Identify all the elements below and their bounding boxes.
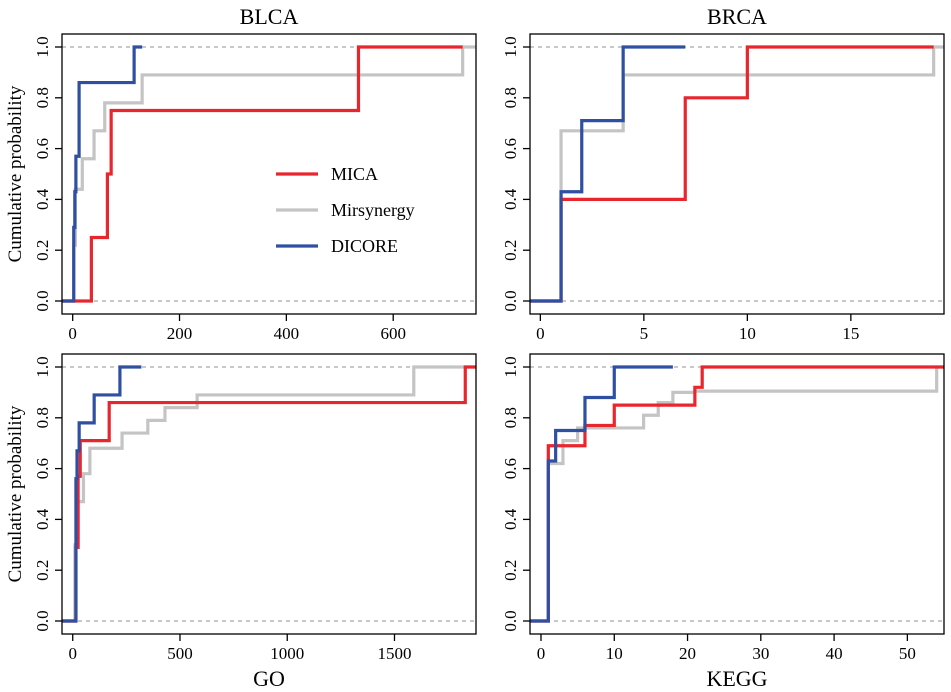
panel-0: 0 200 400 600 0.0 0.2 0.4 0.6 0.8 1.0 BLCA Cumulati… — [5, 4, 477, 343]
y-tick-label: 0.4 — [501, 188, 520, 210]
series-line-dicore — [530, 365, 673, 623]
panel-2: 0 500 1000 1500 0.0 0.2 0.4 0.6 0.8 1.0 GO Cumulati… — [5, 353, 477, 691]
legend-label-dicore: DICORE — [331, 236, 398, 256]
x-tick-label: 0 — [68, 644, 77, 663]
x-tick-label: 5 — [640, 324, 649, 343]
x-tick-label: 0 — [537, 644, 546, 663]
chart-title: BRCA — [707, 4, 767, 29]
y-axis-label: Cumulative probability — [5, 405, 26, 582]
x-tick-label: 10 — [606, 644, 623, 663]
series-line-mirsynergy — [62, 365, 476, 623]
y-tick-label: 1.0 — [33, 36, 52, 57]
series-line-mica — [530, 45, 934, 303]
y-tick-label: 0.8 — [33, 87, 52, 108]
x-tick-label: 600 — [380, 324, 406, 343]
x-tick-label: 50 — [899, 644, 916, 663]
x-tick-label: 15 — [842, 324, 859, 343]
series-line-dicore — [62, 45, 143, 303]
y-tick-label: 0.0 — [501, 290, 520, 311]
y-tick-label: 1.0 — [33, 356, 52, 377]
y-tick-label: 0.2 — [501, 560, 520, 581]
y-tick-label: 0.8 — [33, 407, 52, 428]
plot-frame — [529, 353, 945, 635]
x-tick-label: 200 — [167, 324, 193, 343]
y-tick-label: 0.2 — [501, 240, 520, 261]
x-axis-label: KEGG — [706, 666, 767, 691]
plot-frame — [61, 353, 477, 635]
y-tick-label: 0.4 — [501, 508, 520, 530]
series-line-dicore — [62, 365, 142, 623]
series-line-dicore — [530, 45, 686, 303]
series-line-mica — [62, 365, 476, 623]
x-tick-label: 0 — [536, 324, 545, 343]
y-tick-label: 0.0 — [33, 610, 52, 631]
plot-frame — [529, 33, 945, 315]
x-tick-label: 500 — [167, 644, 193, 663]
x-tick-label: 30 — [752, 644, 769, 663]
y-axis-label: Cumulative probability — [5, 85, 26, 262]
y-tick-label: 0.6 — [33, 458, 52, 479]
y-tick-label: 0.6 — [501, 458, 520, 479]
y-tick-label: 1.0 — [501, 356, 520, 377]
x-tick-label: 40 — [826, 644, 843, 663]
legend: MICA Mirsynergy DICORE — [276, 164, 415, 256]
x-tick-label: 0 — [68, 324, 77, 343]
legend-label-mica: MICA — [331, 164, 378, 184]
y-tick-label: 0.6 — [501, 138, 520, 159]
legend-label-mirsynergy: Mirsynergy — [331, 200, 415, 220]
panel-1: 0 5 10 15 0.0 0.2 0.4 0.6 0.8 1.0 BRCA — [501, 4, 945, 343]
x-tick-label: 10 — [739, 324, 756, 343]
y-tick-label: 0.8 — [501, 87, 520, 108]
panel-3: 0 10 20 30 40 50 0.0 0.2 0.4 0.6 0.8 1.0 KEGG — [501, 353, 945, 691]
y-tick-label: 0.2 — [33, 560, 52, 581]
x-tick-label: 1000 — [270, 644, 304, 663]
x-tick-label: 1500 — [377, 644, 411, 663]
series-line-mica — [62, 45, 463, 303]
series-line-mica — [530, 365, 944, 623]
plot-frame — [61, 33, 477, 315]
y-tick-label: 0.0 — [501, 610, 520, 631]
y-tick-label: 0.8 — [501, 407, 520, 428]
series-line-mirsynergy — [62, 45, 476, 303]
x-tick-label: 400 — [274, 324, 300, 343]
y-tick-label: 0.4 — [33, 188, 52, 210]
y-tick-label: 0.4 — [33, 508, 52, 530]
y-tick-label: 0.6 — [33, 138, 52, 159]
chart-title: BLCA — [240, 4, 299, 29]
y-tick-label: 0.2 — [33, 240, 52, 261]
y-tick-label: 0.0 — [33, 290, 52, 311]
y-tick-label: 1.0 — [501, 36, 520, 57]
x-tick-label: 20 — [679, 644, 696, 663]
x-axis-label: GO — [253, 666, 285, 691]
series-line-mirsynergy — [530, 45, 944, 303]
series-line-mirsynergy — [530, 365, 944, 623]
